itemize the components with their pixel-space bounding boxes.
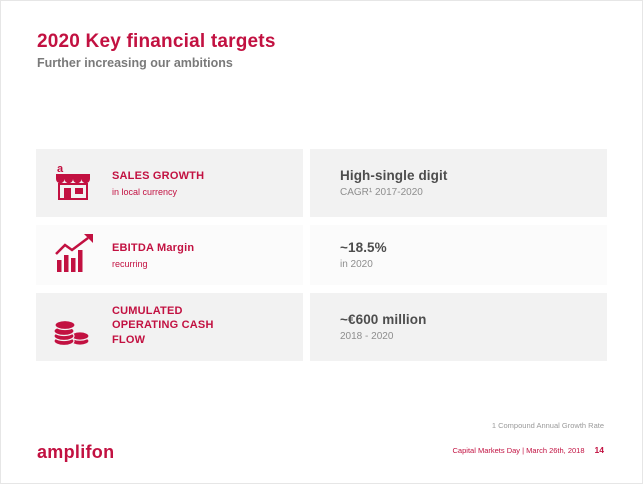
page-subtitle: Further increasing our ambitions xyxy=(37,56,233,70)
page-number: 14 xyxy=(594,445,604,455)
footnote: 1 Compound Annual Growth Rate xyxy=(491,421,604,430)
targets-table: a SALES GROWTH in local currency xyxy=(36,149,607,369)
row-label: CUMULATED OPERATING CASH FLOW xyxy=(112,305,214,346)
row-value-sub: 2018 - 2020 xyxy=(340,331,394,342)
row-label-block: CUMULATED OPERATING CASH FLOW xyxy=(112,304,244,350)
page-title: 2020 Key financial targets xyxy=(37,31,276,52)
row-sublabel: in local currency xyxy=(112,186,178,197)
row-value-sub: CAGR¹ 2017-2020 xyxy=(340,187,423,198)
row-value: ~€600 million xyxy=(340,312,427,327)
footer: Capital Markets Day | March 26th, 2018 1… xyxy=(453,445,604,455)
row-label-block: EBITDA Margin recurring xyxy=(112,241,194,268)
row-label-block: SALES GROWTH in local currency xyxy=(112,169,204,196)
row-value: ~18.5% xyxy=(340,240,387,255)
storefront-icon: a xyxy=(50,160,96,206)
row-label-cell: a SALES GROWTH in local currency xyxy=(36,149,303,217)
row-value-cell: High-single digit CAGR¹ 2017-2020 xyxy=(310,149,607,217)
header: 2020 Key financial targets Further incre… xyxy=(37,31,276,70)
row-value-sub: in 2020 xyxy=(340,259,373,270)
row-label: EBITDA Margin xyxy=(112,242,195,255)
row-value-cell: ~€600 million 2018 - 2020 xyxy=(310,293,607,361)
row-value-cell: ~18.5% in 2020 xyxy=(310,225,607,285)
row-label-cell: CUMULATED OPERATING CASH FLOW xyxy=(36,293,303,361)
row-value: High-single digit xyxy=(340,168,448,183)
row-label-cell: EBITDA Margin recurring xyxy=(36,225,303,285)
row-sublabel: recurring xyxy=(112,258,148,269)
row-label: SALES GROWTH xyxy=(112,170,205,183)
table-row-cash-flow: CUMULATED OPERATING CASH FLOW ~€600 mill… xyxy=(36,293,607,361)
coins-icon xyxy=(50,304,96,350)
table-row-ebitda-margin: EBITDA Margin recurring ~18.5% in 2020 xyxy=(36,225,607,285)
storefront-sign-letter: a xyxy=(57,163,64,175)
table-row-sales-growth: a SALES GROWTH in local currency xyxy=(36,149,607,217)
footer-event-label: Capital Markets Day | March 26th, 2018 xyxy=(452,446,585,455)
amplifon-logo: amplifon xyxy=(37,442,115,462)
growth-chart-icon xyxy=(50,232,96,278)
